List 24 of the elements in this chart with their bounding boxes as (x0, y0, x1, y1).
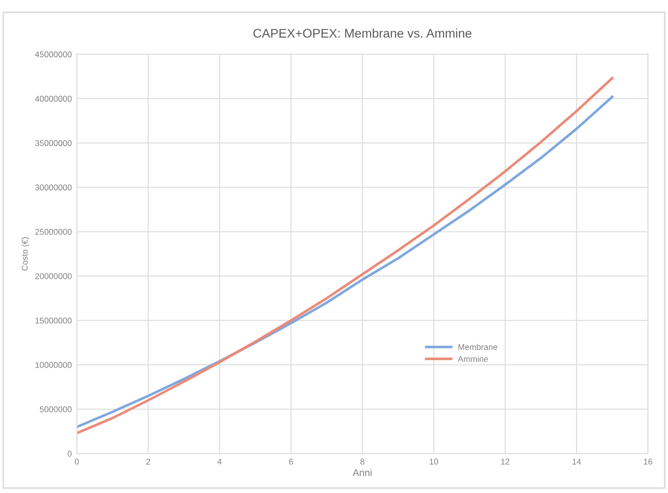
y-tick-label: 30000000 (35, 184, 72, 190)
y-tick-label: 45000000 (35, 51, 72, 58)
legend-label: Membrane (458, 344, 498, 350)
y-axis-title: Costo (€) (22, 237, 30, 271)
legend-label: Ammine (458, 356, 488, 362)
x-tick-label: 10 (430, 458, 438, 465)
x-tick-label: 14 (572, 458, 581, 464)
x-tick-label: 0 (74, 458, 79, 465)
y-tick-label: 40000000 (35, 96, 72, 102)
x-tick-label: 8 (360, 458, 364, 465)
x-tick-label: 12 (501, 458, 510, 464)
y-tick-label: 35000000 (35, 140, 72, 146)
x-axis-title: Anni (352, 468, 372, 476)
y-tick-label: 15000000 (36, 318, 72, 324)
x-tick-label: 4 (217, 458, 222, 464)
y-tick-label: 0 (68, 450, 72, 457)
y-tick-label: 25000000 (35, 228, 72, 235)
x-tick-label: 2 (146, 458, 150, 464)
x-tick-label: 6 (289, 458, 293, 465)
y-tick-label: 20000000 (35, 273, 72, 280)
chart-title: CAPEX+OPEX: Membrane vs. Ammine (253, 28, 472, 38)
y-tick-label: 5000000 (40, 406, 72, 412)
y-tick-label: 10000000 (36, 362, 72, 368)
x-tick-label: 16 (644, 458, 652, 465)
